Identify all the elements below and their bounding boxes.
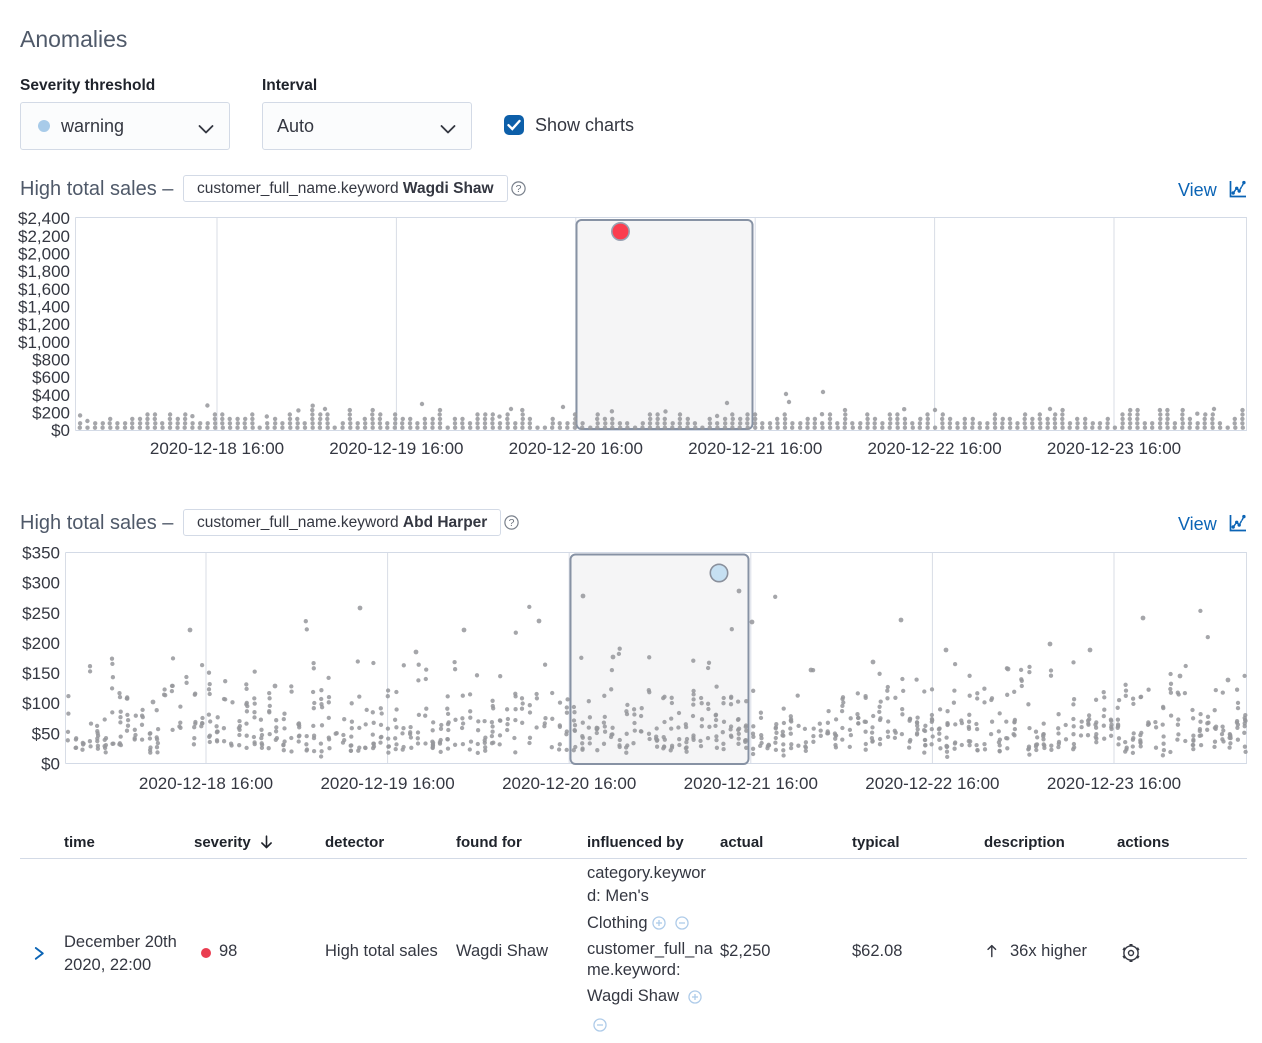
svg-text:2020-12-23 16:00: 2020-12-23 16:00 [1047, 439, 1181, 458]
svg-text:$150: $150 [22, 664, 60, 683]
svg-text:2020-12-23 16:00: 2020-12-23 16:00 [1047, 774, 1181, 793]
svg-text:$2,400: $2,400 [18, 209, 70, 228]
svg-text:$0: $0 [51, 421, 70, 440]
svg-text:2020-12-20 16:00: 2020-12-20 16:00 [502, 774, 636, 793]
svg-text:2020-12-19 16:00: 2020-12-19 16:00 [329, 439, 463, 458]
svg-text:$200: $200 [32, 404, 70, 423]
svg-text:2020-12-22 16:00: 2020-12-22 16:00 [865, 774, 999, 793]
svg-text:$200: $200 [22, 634, 60, 653]
svg-text:$1,600: $1,600 [18, 280, 70, 299]
svg-text:$400: $400 [32, 386, 70, 405]
svg-text:$800: $800 [32, 351, 70, 370]
svg-text:$1,200: $1,200 [18, 315, 70, 334]
svg-text:$1,000: $1,000 [18, 333, 70, 352]
svg-text:$50: $50 [32, 724, 60, 743]
svg-text:$1,800: $1,800 [18, 262, 70, 281]
svg-text:2020-12-18 16:00: 2020-12-18 16:00 [150, 439, 284, 458]
svg-text:?: ? [516, 183, 522, 195]
svg-text:$2,000: $2,000 [18, 245, 70, 264]
svg-text:$600: $600 [32, 368, 70, 387]
svg-text:2020-12-20 16:00: 2020-12-20 16:00 [509, 439, 643, 458]
svg-text:$300: $300 [22, 574, 60, 593]
svg-text:2020-12-22 16:00: 2020-12-22 16:00 [867, 439, 1001, 458]
svg-text:2020-12-18 16:00: 2020-12-18 16:00 [139, 774, 273, 793]
svg-text:2020-12-19 16:00: 2020-12-19 16:00 [320, 774, 454, 793]
svg-text:?: ? [509, 517, 515, 529]
svg-text:$2,200: $2,200 [18, 227, 70, 246]
svg-text:$350: $350 [22, 544, 60, 563]
svg-text:$100: $100 [22, 694, 60, 713]
svg-text:$0: $0 [41, 754, 60, 773]
svg-text:2020-12-21 16:00: 2020-12-21 16:00 [688, 439, 822, 458]
svg-text:2020-12-21 16:00: 2020-12-21 16:00 [684, 774, 818, 793]
svg-text:$250: $250 [22, 604, 60, 623]
svg-text:$1,400: $1,400 [18, 298, 70, 317]
